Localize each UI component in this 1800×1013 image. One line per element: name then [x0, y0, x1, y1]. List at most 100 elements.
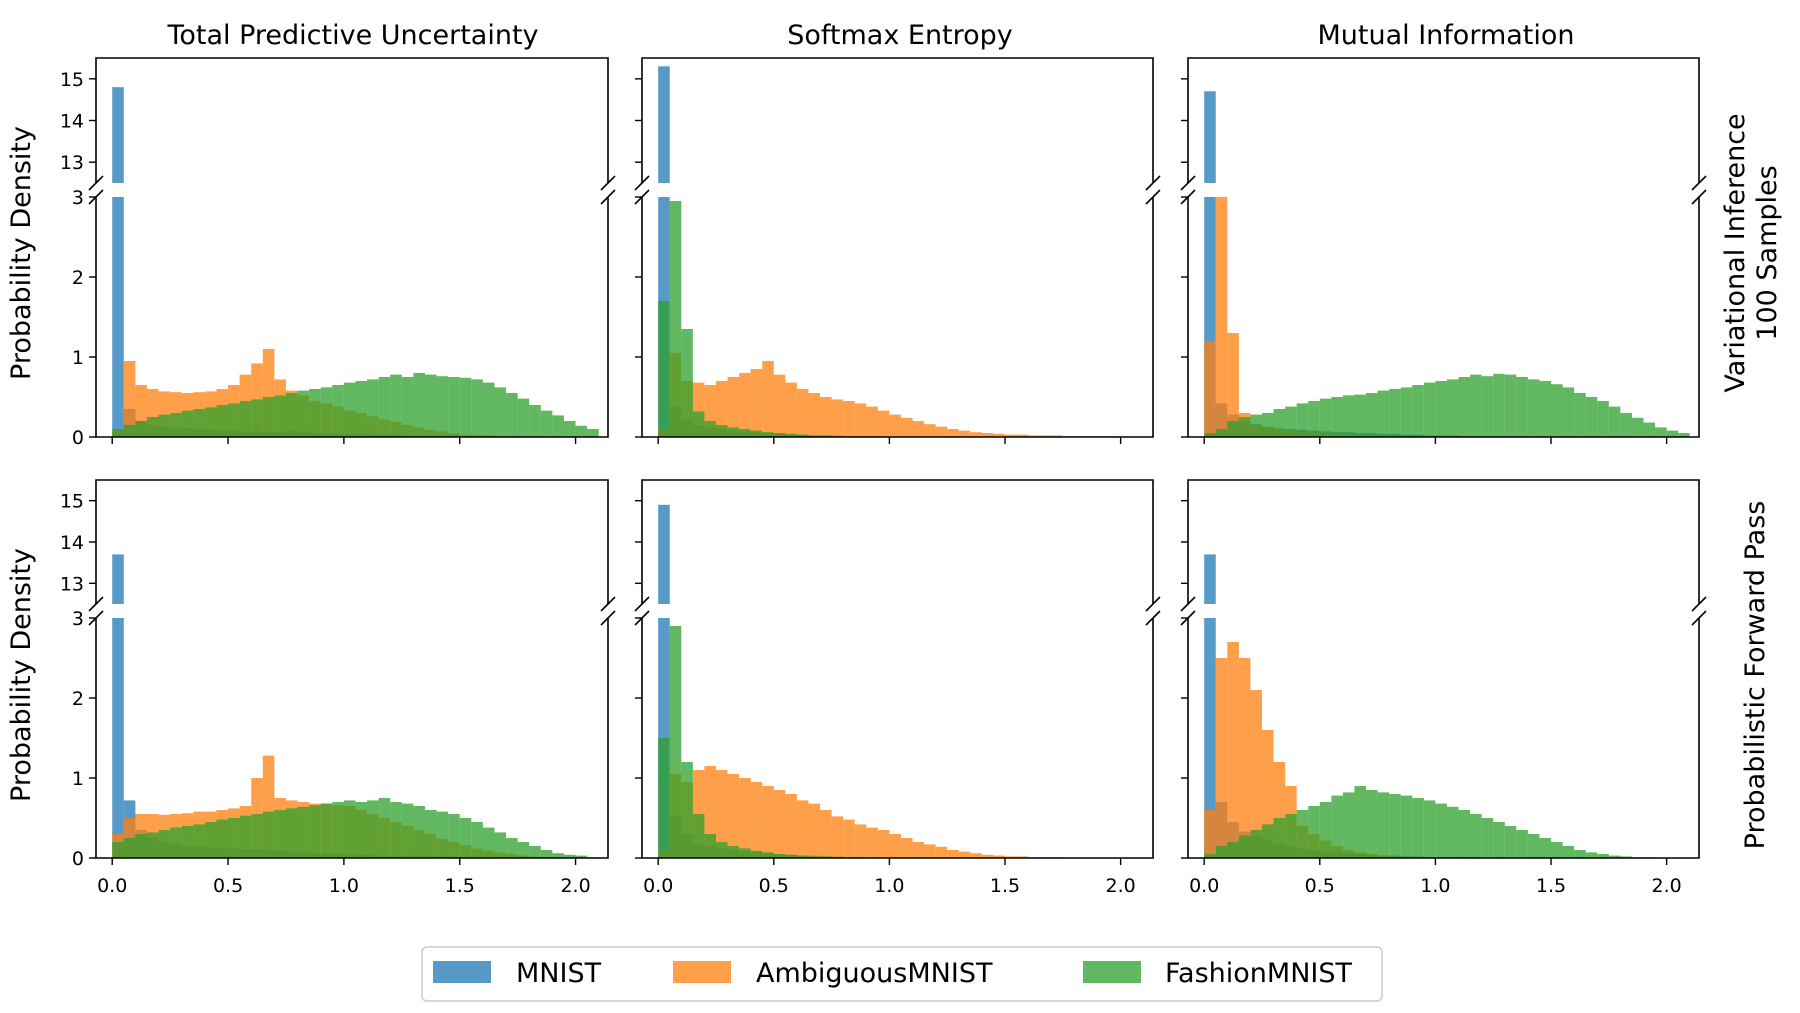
bar-fashionmnist-3	[692, 814, 705, 858]
x-tick-label: 0.5	[213, 875, 243, 897]
panel-r1-c2: 0.0 0.5 1.0 1.5 2.0	[1180, 479, 1707, 897]
bar-ambiguousmnist-25	[947, 429, 959, 437]
bars-upper	[112, 554, 124, 604]
bar-fashionmnist-16	[297, 390, 310, 437]
bar-fashionmnist-39	[563, 854, 576, 858]
y-tick-label: 3	[72, 608, 84, 630]
bar-ambiguousmnist-6	[727, 774, 740, 858]
bar-fashionmnist-23	[378, 377, 391, 437]
bar-fashionmnist-2	[681, 329, 693, 437]
bar-fashionmnist-27	[1516, 377, 1528, 437]
bar-ambiguousmnist-31	[1016, 434, 1029, 437]
x-tick-label: 0.0	[97, 875, 127, 897]
legend-frame	[421, 946, 1383, 1002]
bar-mnist-0	[1204, 618, 1216, 858]
bar-fashionmnist-9	[216, 405, 229, 437]
y-tick-label-upper: 14	[60, 532, 84, 554]
bars-lower	[1204, 618, 1656, 858]
bar-fashionmnist-13	[1354, 786, 1367, 858]
bar-ambiguousmnist-1	[1215, 197, 1228, 437]
bars-upper	[1204, 554, 1216, 604]
bar-fashionmnist-31	[471, 379, 483, 437]
bar-fashionmnist-14	[1366, 790, 1378, 858]
bar-ambiguousmnist-10	[773, 374, 786, 437]
axis-break-mark-0	[634, 596, 650, 612]
bar-ambiguousmnist-20	[889, 414, 901, 437]
bar-ambiguousmnist-17	[854, 824, 867, 858]
bar-fashionmnist-13	[262, 811, 275, 858]
bar-ambiguousmnist-19	[877, 410, 890, 437]
legend-label-fashionmnist: FashionMNIST	[1165, 958, 1353, 989]
bar-fashionmnist-7	[1285, 406, 1297, 437]
bar-fashionmnist-30	[1551, 842, 1563, 858]
bar-ambiguousmnist-26	[958, 430, 971, 437]
bar-fashionmnist-0	[112, 429, 124, 437]
bar-fashionmnist-3	[1238, 417, 1251, 437]
x-tick-label: 0.5	[759, 875, 789, 897]
bar-fashionmnist-25	[401, 377, 414, 437]
bar-ambiguousmnist-3	[146, 389, 159, 437]
bars-upper	[658, 66, 670, 183]
bar-fashionmnist-21	[355, 381, 368, 437]
y-tick-label: 0	[72, 848, 84, 870]
bar-fashionmnist-26	[413, 806, 425, 858]
bar-fashionmnist-18	[320, 803, 333, 858]
bar-fashionmnist-36	[1620, 413, 1632, 437]
bar-fashionmnist-40	[575, 855, 588, 858]
bar-ambiguousmnist-5	[715, 770, 728, 858]
bar-ambiguousmnist-15	[831, 399, 844, 437]
bar-fashionmnist-30	[459, 818, 472, 858]
bar-fashionmnist-32	[482, 382, 495, 437]
lower-axes-frame	[95, 618, 609, 859]
bar-fashionmnist-8	[1296, 403, 1309, 437]
bar-fashionmnist-24	[390, 802, 402, 858]
bar-fashionmnist-10	[228, 403, 240, 437]
col-title-0: Total Predictive Uncertainty	[166, 20, 538, 51]
bar-fashionmnist-22	[1458, 377, 1471, 437]
bar-fashionmnist-4	[1250, 830, 1262, 858]
bar-fashionmnist-9	[1308, 401, 1320, 437]
upper-axes-frame	[1187, 57, 1700, 183]
bar-ambiguousmnist-29	[993, 433, 1006, 437]
bar-ambiguousmnist-4	[704, 766, 716, 858]
bar-upper-mnist-0	[658, 504, 670, 604]
bars-lower	[112, 197, 599, 437]
legend-swatch-ambiguousmnist	[673, 961, 731, 983]
bar-ambiguousmnist-5	[1261, 730, 1274, 858]
bar-ambiguousmnist-14	[820, 810, 832, 858]
bar-ambiguousmnist-13	[262, 349, 275, 437]
bar-fashionmnist-32	[1574, 393, 1586, 437]
bar-ambiguousmnist-1	[123, 361, 136, 437]
panel-r1-c1: 0.0 0.5 1.0 1.5 2.0	[634, 479, 1161, 897]
bar-ambiguousmnist-11	[785, 382, 797, 437]
row-label-0-line-1: Variational Inference	[1720, 113, 1751, 392]
bar-fashionmnist-15	[285, 393, 298, 437]
bar-ambiguousmnist-12	[796, 800, 809, 858]
bar-fashionmnist-29	[1539, 838, 1552, 858]
bar-fashionmnist-23	[1470, 374, 1482, 437]
lower-axes-frame	[641, 197, 1154, 438]
upper-axes-frame	[95, 479, 609, 604]
x-tick-label: 1.0	[874, 875, 904, 897]
bar-ambiguousmnist-30	[1005, 434, 1017, 437]
y-tick-label: 2	[72, 688, 84, 710]
bar-fashionmnist-10	[1319, 398, 1332, 437]
bar-fashionmnist-14	[1366, 393, 1378, 437]
bar-fashionmnist-4	[1250, 414, 1262, 437]
bar-fashionmnist-23	[1470, 814, 1482, 858]
x-tick-label: 1.5	[990, 875, 1020, 897]
lower-axes-frame	[641, 618, 1154, 859]
bar-fashionmnist-6	[727, 846, 740, 858]
bars-upper	[112, 87, 124, 183]
bar-fashionmnist-38	[1643, 422, 1656, 437]
bar-fashionmnist-36	[529, 405, 541, 437]
bar-ambiguousmnist-2	[1227, 333, 1239, 437]
bar-ambiguousmnist-18	[866, 827, 878, 858]
axis-break-mark-1	[1691, 596, 1707, 612]
bar-ambiguousmnist-8	[750, 782, 763, 858]
bar-ambiguousmnist-14	[820, 397, 832, 437]
bar-fashionmnist-2	[1227, 842, 1239, 858]
bar-ambiguousmnist-1	[1215, 658, 1228, 858]
bar-fashionmnist-7	[193, 824, 205, 858]
bar-fashionmnist-19	[332, 802, 344, 858]
